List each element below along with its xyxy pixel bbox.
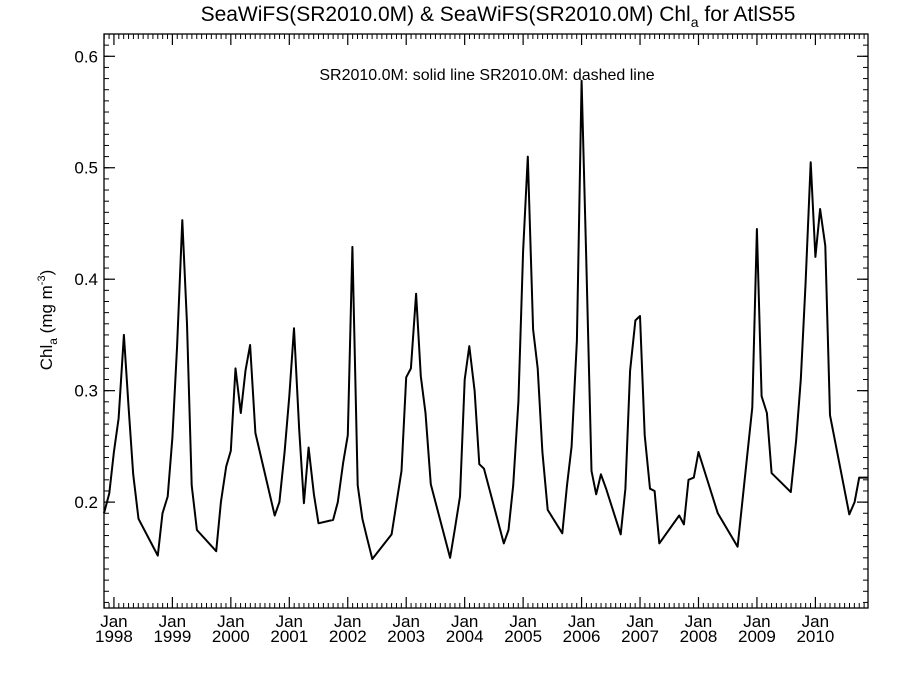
- x-tick-year-label: 2005: [504, 627, 542, 646]
- y-axis-label: Chla (mg m-3): [36, 270, 60, 371]
- x-tick-year-label: 2000: [212, 627, 250, 646]
- x-tick-month-label: Jan: [276, 612, 303, 631]
- x-tick-month-label: Jan: [334, 612, 361, 631]
- x-tick-year-label: 1998: [95, 627, 133, 646]
- x-tick-month-label: Jan: [159, 612, 186, 631]
- y-tick-label: 0.5: [74, 159, 98, 178]
- x-tick-year-label: 2007: [621, 627, 659, 646]
- y-tick-label: 0.3: [74, 382, 98, 401]
- x-tick-month-label: Jan: [451, 612, 478, 631]
- y-tick-labels: 0.2 0.3 0.4 0.5 0.6: [74, 47, 98, 512]
- x-tick-month-label: Jan: [568, 612, 595, 631]
- y-tick-label: 0.4: [74, 270, 98, 289]
- y-tick-label: 0.2: [74, 493, 98, 512]
- minor-ticks: [103, 33, 868, 608]
- x-tick-year-label: 2010: [796, 627, 834, 646]
- x-tick-month-label: Jan: [685, 612, 712, 631]
- x-tick-month-label: Jan: [100, 612, 127, 631]
- x-tick-month-label: Jan: [392, 612, 419, 631]
- x-tick-month-label: Jan: [802, 612, 829, 631]
- x-tick-year-label: 1999: [153, 627, 191, 646]
- x-tick-labels: Jan1998Jan1999Jan2000Jan2001Jan2002Jan20…: [95, 612, 834, 646]
- x-tick-month-label: Jan: [743, 612, 770, 631]
- chart-annotation: SR2010.0M: solid line SR2010.0M: dashed …: [319, 67, 654, 84]
- x-tick-month-label: Jan: [509, 612, 536, 631]
- series-line-solid: [103, 79, 868, 560]
- plot-frame: [103, 33, 869, 609]
- x-tick-year-label: 2006: [563, 627, 601, 646]
- x-tick-year-label: 2002: [329, 627, 367, 646]
- x-tick-month-label: Jan: [217, 612, 244, 631]
- x-tick-year-label: 2003: [387, 627, 425, 646]
- y-tick-label: 0.6: [74, 47, 98, 66]
- major-ticks: [104, 34, 868, 608]
- x-tick-year-label: 2009: [738, 627, 776, 646]
- x-tick-month-label: Jan: [626, 612, 653, 631]
- series-layer: [103, 79, 868, 560]
- x-tick-year-label: 2001: [270, 627, 308, 646]
- chart-title: SeaWiFS(SR2010.0M) & SeaWiFS(SR2010.0M) …: [201, 3, 796, 30]
- x-tick-year-label: 2008: [680, 627, 718, 646]
- x-tick-year-label: 2004: [446, 627, 484, 646]
